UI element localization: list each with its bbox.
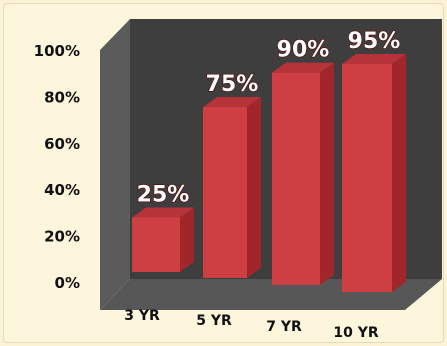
data-label: 25%: [137, 183, 190, 208]
bar: [203, 97, 261, 278]
y-tick-label: 0%: [55, 274, 80, 292]
y-tick-label: 80%: [44, 88, 80, 106]
bar: [132, 207, 194, 272]
y-tick-label: 100%: [34, 42, 80, 60]
y-tick-label: 40%: [44, 181, 80, 199]
bar: [342, 54, 406, 292]
x-category-label: 7 YR: [266, 319, 302, 335]
data-labels: 25% 75% 90% 95%: [136, 28, 401, 208]
bars: [132, 54, 406, 292]
data-label: 90%: [277, 38, 330, 63]
bar: [272, 62, 334, 285]
y-tick-label: 60%: [44, 135, 80, 153]
y-tick-label: 20%: [44, 228, 80, 246]
x-category-label: 3 YR: [124, 308, 160, 324]
chart-side-wall: [100, 19, 130, 310]
data-label: 75%: [206, 72, 259, 97]
x-axis-categories: 3 YR 5 YR 7 YR 10 YR: [124, 308, 379, 341]
x-category-label: 10 YR: [333, 325, 378, 341]
data-label: 95%: [348, 29, 401, 54]
x-category-label: 5 YR: [196, 313, 232, 329]
y-axis-ticks: 0% 20% 40% 60% 80% 100%: [34, 42, 80, 292]
